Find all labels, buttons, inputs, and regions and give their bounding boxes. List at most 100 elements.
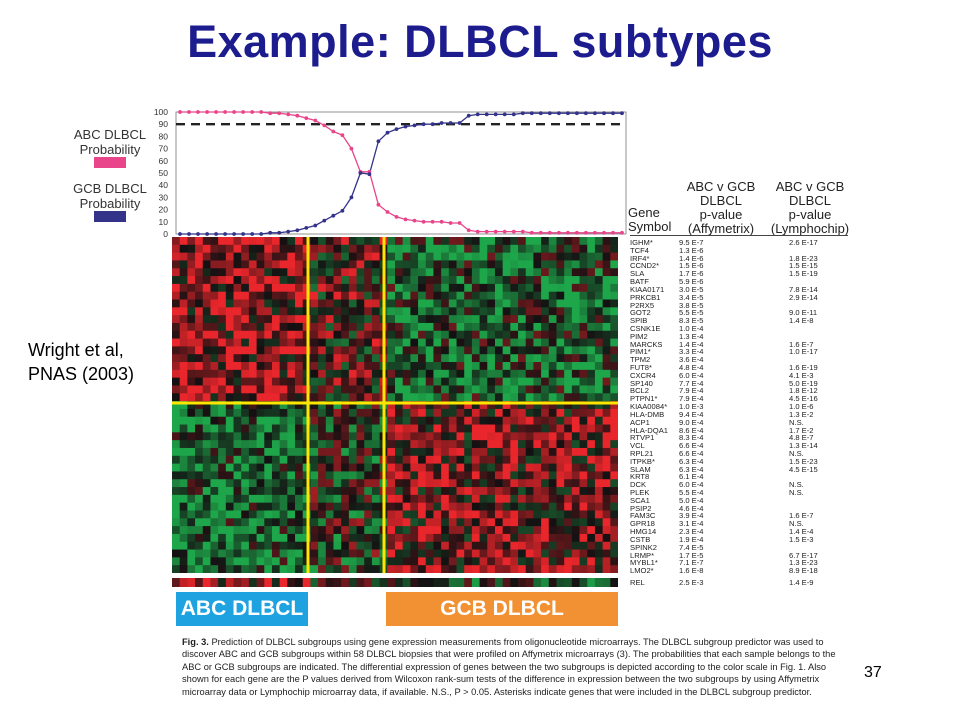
heatmap-cell (195, 447, 204, 457)
rel-cell (218, 578, 227, 587)
heatmap-cell (356, 416, 365, 425)
heatmap-cell (395, 385, 404, 394)
heatmap-cell (202, 276, 211, 285)
heatmap-cell (264, 369, 273, 379)
rel-cell (471, 578, 480, 587)
heatmap-cell (464, 416, 473, 425)
heatmap-cell (441, 487, 450, 496)
gene-symbol: HMG14 (630, 527, 657, 537)
heatmap-cell (610, 385, 618, 394)
heatmap-cell (371, 440, 381, 449)
heatmap-cell (333, 541, 342, 550)
heatmap-cell (287, 533, 296, 543)
heatmap-cell (287, 369, 296, 379)
heatmap-cell (533, 408, 542, 418)
heatmap-cell (256, 322, 265, 332)
heatmap-cell (210, 283, 219, 293)
rel-cell (464, 578, 473, 587)
heatmap-cell (464, 455, 473, 464)
heatmap-cell (371, 401, 381, 410)
heatmap-cell (210, 252, 219, 261)
heatmap-cell (179, 268, 188, 277)
heatmap-cell (341, 447, 350, 457)
gene-symbol: PTPN1* (630, 394, 658, 404)
heatmap-cell (371, 463, 381, 472)
gcb-probability-point (412, 123, 417, 128)
heatmap-cell (364, 541, 373, 550)
heatmap-cell (248, 283, 257, 293)
heatmap-cell (172, 377, 181, 386)
heatmap-cell (494, 291, 504, 300)
heatmap-cell (571, 479, 580, 488)
rel-cell (594, 578, 604, 587)
heatmap-cell (248, 408, 257, 418)
heatmap-cell (318, 362, 327, 371)
heatmap-cell (264, 549, 273, 558)
heatmap-cell (448, 346, 457, 355)
affymetrix-pvalue: 6.6 E-4 (679, 441, 704, 451)
abc-probability-point (394, 215, 399, 219)
heatmap-cell (494, 463, 504, 472)
heatmap-cell (341, 244, 350, 254)
heatmap-cell (341, 268, 350, 277)
heatmap-cell (233, 518, 242, 527)
rel-cell (579, 578, 588, 587)
heatmap-cell (441, 291, 450, 300)
heatmap-cell (548, 455, 557, 464)
gene-symbol: HLA-DQA1 (630, 425, 668, 435)
heatmap-cell (325, 377, 334, 386)
heatmap-cell (195, 549, 204, 558)
heatmap-cell (387, 268, 396, 277)
heatmap-cell (579, 315, 588, 324)
heatmap-cell (548, 330, 557, 339)
heatmap-cell (456, 354, 465, 363)
heatmap-cell (433, 283, 442, 293)
heatmap-cell (241, 526, 250, 535)
heatmap-cell (564, 408, 573, 418)
heatmap-cell (356, 260, 365, 269)
heatmap-cell (456, 377, 465, 386)
heatmap-cell (241, 307, 250, 316)
heatmap-cell (225, 447, 234, 457)
heatmap-cell (202, 330, 211, 339)
heatmap-cell (271, 338, 281, 347)
heatmap-cell (456, 237, 465, 246)
heatmap-cell (487, 322, 496, 332)
heatmap-cell (210, 541, 219, 550)
rel-cell (325, 578, 334, 587)
heatmap-cell (610, 479, 618, 488)
heatmap-cell (610, 307, 618, 316)
heatmap-cell (348, 541, 357, 550)
legend-gcb-line1: GCB DLBCL (73, 181, 147, 196)
heatmap-cell (287, 307, 296, 316)
heatmap-cell (518, 330, 527, 339)
heatmap-cell (564, 518, 573, 527)
heatmap-cell (310, 252, 319, 261)
heatmap-cell (518, 440, 527, 449)
heatmap-cell (502, 471, 511, 480)
heatmap-cell (441, 408, 450, 418)
heatmap-cell (310, 533, 319, 543)
heatmap-cell (356, 322, 365, 332)
heatmap-cell (287, 447, 296, 457)
heatmap-cell (333, 393, 342, 402)
heatmap-cell (387, 385, 396, 394)
heatmap-cell (410, 260, 419, 269)
heatmap-cell (333, 276, 342, 285)
heatmap-cell (325, 299, 334, 308)
heatmap-cell (233, 276, 242, 285)
gene-row: FAM3C 3.9 E-4 1.6 E-7 (630, 512, 870, 520)
heatmap-cell (279, 447, 288, 457)
heatmap-cell (318, 276, 327, 285)
heatmap-cell (295, 416, 304, 425)
heatmap-cell (348, 393, 357, 402)
lymphochip-pvalue: 1.0 E-17 (789, 347, 818, 357)
heatmap-cell (318, 237, 327, 246)
heatmap-cell (494, 432, 504, 441)
heatmap-cell (433, 268, 442, 277)
heatmap-cell (410, 518, 419, 527)
heatmap-cell (479, 432, 488, 441)
heatmap-cell (325, 322, 334, 332)
heatmap-cell (233, 502, 242, 511)
heatmap-cell (310, 299, 319, 308)
